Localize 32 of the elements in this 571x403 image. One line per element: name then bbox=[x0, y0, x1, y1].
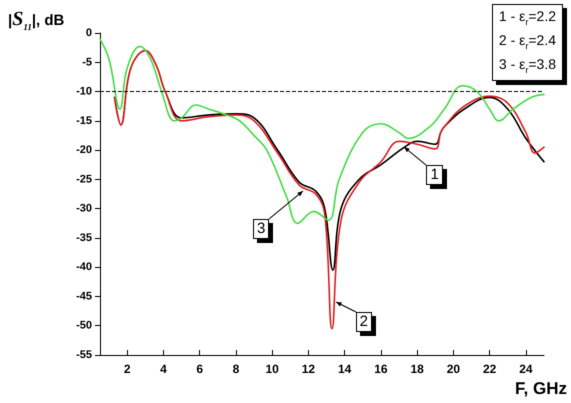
y-tick-label: -40 bbox=[76, 261, 92, 274]
x-tick-label: 10 bbox=[265, 362, 280, 376]
x-tick-label: 24 bbox=[519, 362, 533, 376]
y-axis-title: |S$_{11}$|, dB bbox=[8, 8, 64, 32]
y-tick-label: -35 bbox=[76, 232, 92, 244]
x-tick-label: 2 bbox=[124, 362, 131, 376]
x-tick-label: 22 bbox=[482, 362, 497, 376]
y-tick-label: -50 bbox=[76, 320, 92, 332]
x-tick-label: 14 bbox=[338, 362, 352, 376]
y-tick-label: -5 bbox=[82, 56, 92, 68]
y-tick-label: -45 bbox=[76, 290, 92, 302]
x-tick-label: 12 bbox=[302, 362, 316, 376]
y-tick-label: -30 bbox=[76, 202, 92, 215]
x-tick-label: 18 bbox=[410, 362, 424, 376]
x-tick-label: 4 bbox=[160, 362, 168, 376]
x-tick-label: 16 bbox=[374, 362, 388, 376]
y-tick-label: -15 bbox=[76, 114, 92, 127]
annotation: 3 bbox=[252, 219, 270, 240]
y-tick-label: -55 bbox=[76, 349, 92, 361]
y-tick-label: -20 bbox=[76, 144, 92, 156]
x-tick-label: 20 bbox=[446, 362, 460, 376]
x-tick-label: 6 bbox=[196, 362, 204, 376]
x-tick-label: 8 bbox=[232, 362, 240, 376]
annotation: 2 - ε$_{r}$=2.4 bbox=[498, 32, 556, 51]
annotation: 3 - ε$_{r}$=3.8 bbox=[498, 56, 556, 74]
x-axis-title: F, GHz bbox=[515, 379, 567, 399]
annotation: 2 bbox=[356, 312, 372, 332]
text: 1 - ε$_{r}$=2.2 bbox=[498, 8, 556, 27]
annotation: 1 bbox=[426, 165, 443, 186]
y-tick-label: 0 bbox=[86, 27, 92, 39]
y-tick-label: -25 bbox=[76, 173, 92, 186]
y-tick-label: -10 bbox=[76, 86, 92, 98]
